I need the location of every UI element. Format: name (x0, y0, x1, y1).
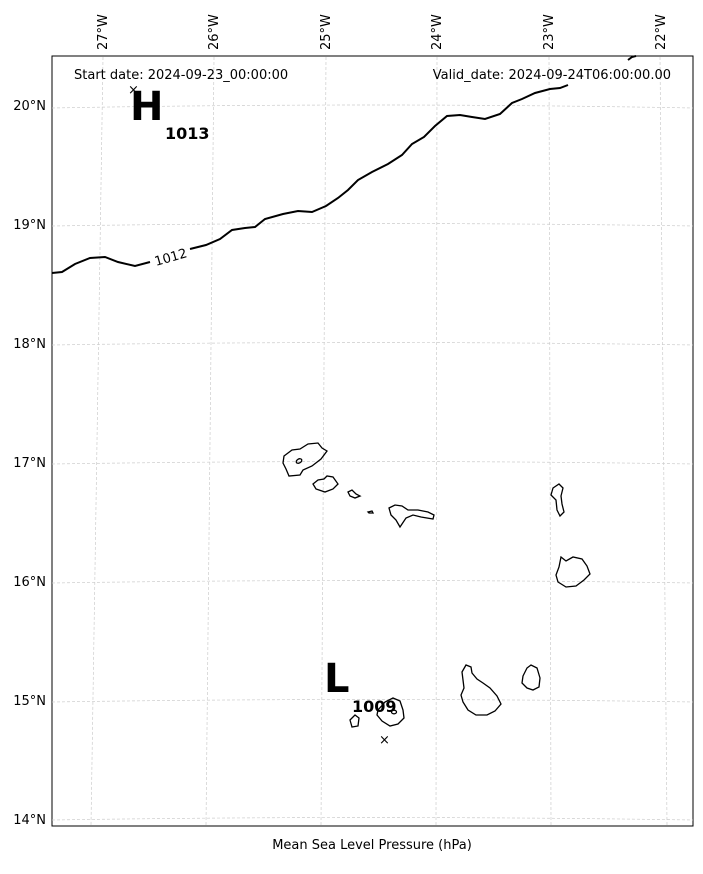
graticule (51, 56, 694, 826)
isobar-tail (627, 55, 637, 61)
island-santa-luzia (347, 489, 362, 499)
meridian-24w (435, 56, 438, 826)
parallel-20n (51, 104, 694, 109)
lon-tick-label: 23°W (542, 14, 557, 50)
island-sao-nicolau (388, 504, 435, 529)
island-brava (349, 714, 360, 728)
island-boa-vista (555, 555, 591, 588)
island-santo-antao (282, 442, 328, 477)
lat-tick-label: 14°N (13, 813, 46, 828)
island-santo-antao-lake (295, 458, 303, 464)
lat-tick-label: 18°N (13, 337, 46, 352)
valid-date: Valid_date: 2024-09-24T06:00:00.00 (433, 68, 671, 83)
island-maio (521, 664, 541, 691)
island-santiago (460, 664, 502, 716)
map-frame (51, 55, 694, 827)
island-fogo (376, 697, 405, 727)
lat-tick-label: 19°N (13, 218, 46, 233)
low-pressure-letter: L (324, 656, 350, 702)
meridian-26w (205, 56, 215, 826)
high-center-marker-icon: × (128, 83, 139, 98)
lat-tick-label: 20°N (13, 99, 46, 114)
meridian-22w (659, 56, 668, 826)
lon-tick-label: 22°W (654, 14, 669, 50)
isobar-1012 (51, 84, 569, 274)
parallel-16n (51, 580, 694, 584)
island-fogo-caldera (390, 709, 398, 715)
lat-tick-labels: 20°N 19°N 18°N 17°N 16°N 15°N 14°N (13, 99, 46, 828)
lat-tick-label: 16°N (13, 575, 46, 590)
parallel-18n (51, 342, 694, 346)
lon-tick-label: 26°W (207, 14, 222, 50)
island-sal (550, 483, 565, 518)
parallel-17n (51, 461, 694, 465)
meridian-25w (320, 56, 327, 826)
lon-tick-label: 25°W (319, 14, 334, 50)
lon-tick-label: 24°W (430, 14, 445, 50)
meridian-27w (90, 56, 104, 826)
island-razo (366, 510, 375, 514)
parallel-15n (51, 699, 694, 703)
start-date: Start date: 2024-09-23_00:00:00 (74, 68, 288, 83)
parallel-14n (51, 817, 694, 821)
high-pressure-letter: H (130, 84, 163, 130)
x-axis-label: Mean Sea Level Pressure (hPa) (272, 838, 472, 853)
meridian-23w (548, 56, 552, 826)
lon-tick-label: 27°W (96, 14, 111, 50)
lat-tick-label: 15°N (13, 694, 46, 709)
parallel-19n (51, 223, 694, 227)
low-center-marker-icon: × (379, 733, 390, 748)
coastlines (282, 442, 591, 728)
high-pressure-value: 1013 (165, 124, 210, 143)
lat-tick-label: 17°N (13, 456, 46, 471)
island-sao-vicente (312, 475, 339, 493)
lon-tick-labels: 27°W 26°W 25°W 24°W 23°W 22°W (96, 14, 669, 50)
